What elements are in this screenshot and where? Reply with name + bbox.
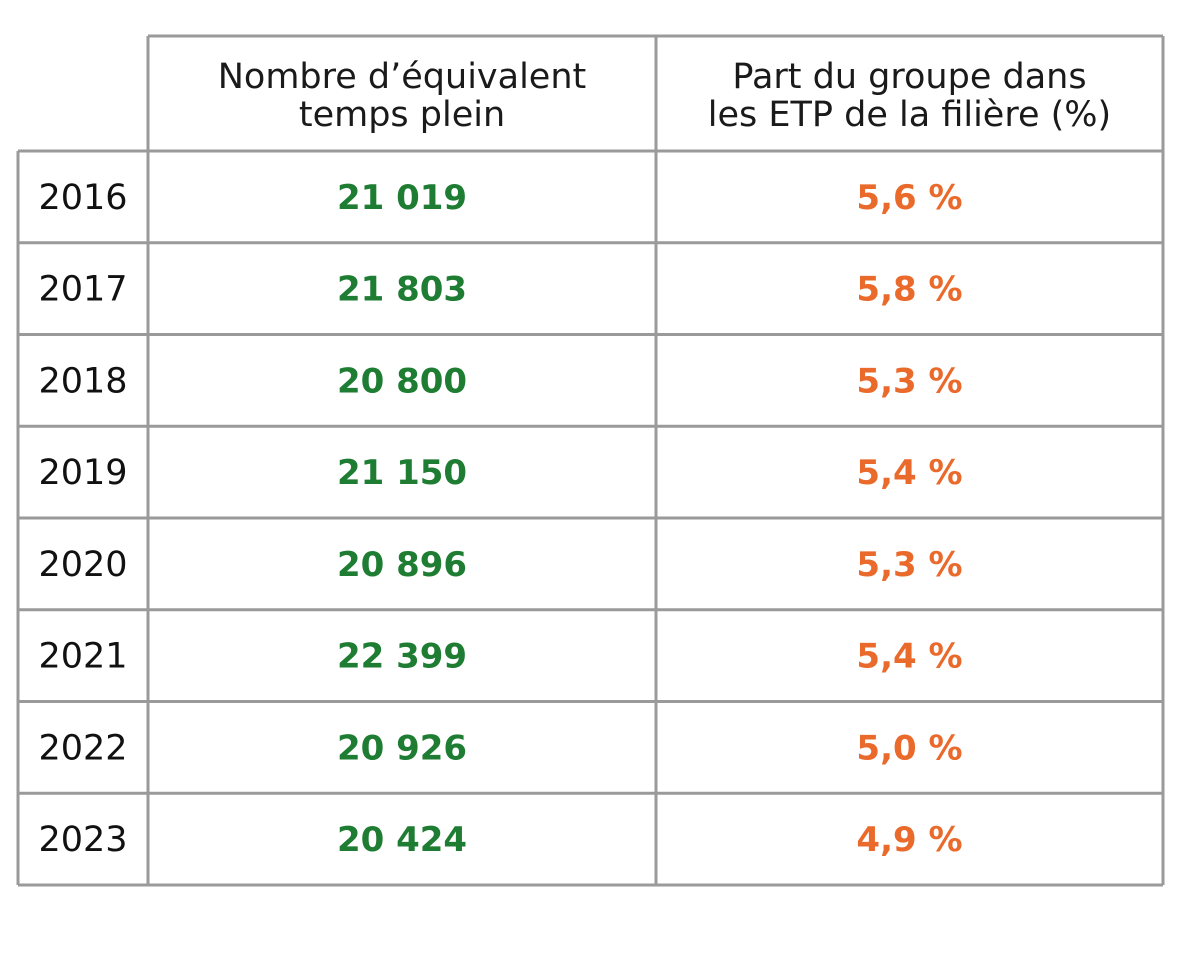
year-label: 2023	[38, 820, 127, 860]
column-header-line: les ETP de la filière (%)	[708, 95, 1111, 135]
etp-value: 21 019	[337, 178, 467, 218]
etp-value: 20 926	[337, 728, 467, 768]
table-body: 2016 21 019 5,6 % 2017 21 803 5,8 % 2018 20 800…	[38, 178, 962, 860]
share-value: 5,3 %	[856, 545, 962, 585]
table-grid	[16, 34, 1165, 887]
etp-value: 21 150	[337, 453, 467, 493]
etp-value: 20 424	[337, 820, 467, 860]
share-value: 5,4 %	[856, 453, 962, 493]
year-label: 2019	[38, 453, 127, 493]
share-value: 5,8 %	[856, 270, 962, 310]
etp-value: 20 800	[337, 361, 467, 401]
share-value: 5,4 %	[856, 637, 962, 677]
share-value: 4,9 %	[856, 820, 962, 860]
share-value: 5,0 %	[856, 728, 962, 768]
column-header-line: temps plein	[299, 95, 505, 135]
etp-value: 22 399	[337, 637, 467, 677]
year-label: 2016	[38, 178, 127, 218]
column-header-line: Part du groupe dans	[732, 57, 1086, 97]
year-label: 2020	[38, 545, 127, 585]
column-header-line: Nombre d’équivalent	[218, 57, 587, 97]
year-label: 2017	[38, 270, 127, 310]
year-label: 2022	[38, 728, 127, 768]
etp-value: 20 896	[337, 545, 467, 585]
share-value: 5,3 %	[856, 361, 962, 401]
year-label: 2018	[38, 361, 127, 401]
etp-value: 21 803	[337, 270, 467, 310]
share-value: 5,6 %	[856, 178, 962, 218]
year-label: 2021	[38, 637, 127, 677]
